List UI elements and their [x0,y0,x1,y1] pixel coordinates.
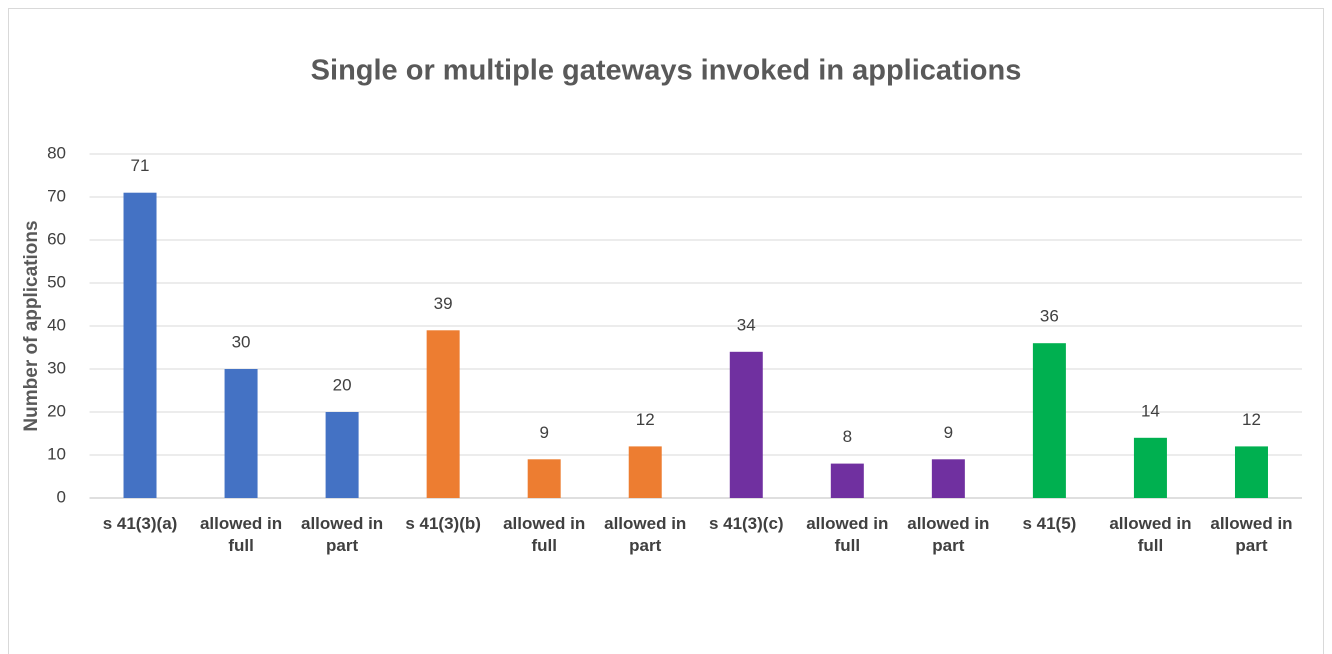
x-tick-label: allowed in full [503,514,586,555]
bar [931,459,965,498]
data-label: 14 [1141,401,1160,420]
bar [1133,437,1167,498]
bar [123,192,157,498]
chart-frame [8,8,1324,654]
y-tick-label: 70 [47,186,66,205]
bar [527,459,561,498]
data-label: 34 [737,315,756,334]
y-tick-label: 40 [47,315,66,334]
x-tick-label: s 41(3)(c) [708,514,784,533]
bar [426,330,460,498]
x-tick-label: allowed in full [1109,514,1192,555]
x-tick-label: allowed in part [604,514,687,555]
data-label: 30 [232,332,251,351]
y-axis-label: Number of applications [21,220,42,431]
x-tick-label: allowed in part [1210,514,1293,555]
y-tick-label: 0 [57,487,66,506]
bar [729,351,763,498]
data-label: 20 [333,375,352,394]
bar [1032,343,1066,498]
chart-title: Single or multiple gateways invoked in a… [311,55,1022,87]
bar [830,463,864,498]
bar [1234,446,1268,498]
x-tick-label: s 41(3)(b) [405,514,481,533]
data-label: 12 [1242,410,1261,429]
bar [224,369,258,498]
data-label: 36 [1040,307,1059,326]
y-tick-label: 20 [47,401,66,420]
bar [628,446,662,498]
data-label: 12 [636,410,655,429]
y-tick-label: 60 [47,229,66,248]
y-tick-label: 10 [47,444,66,463]
data-label: 9 [944,423,953,442]
x-tick-label: allowed in part [907,514,990,555]
data-label: 39 [434,294,453,313]
x-tick-label: allowed in part [301,514,384,555]
x-tick-label: s 41(3)(a) [102,514,178,533]
data-label: 9 [539,423,548,442]
x-tick-label: s 41(5) [1022,514,1077,533]
bar [325,412,359,498]
x-tick-label: allowed in full [199,514,283,555]
y-tick-label: 50 [47,272,66,291]
data-label: 71 [131,156,150,175]
y-tick-label: 30 [47,358,66,377]
data-label: 8 [843,427,852,446]
y-tick-label: 80 [47,143,66,162]
x-tick-label: allowed in full [806,514,889,555]
